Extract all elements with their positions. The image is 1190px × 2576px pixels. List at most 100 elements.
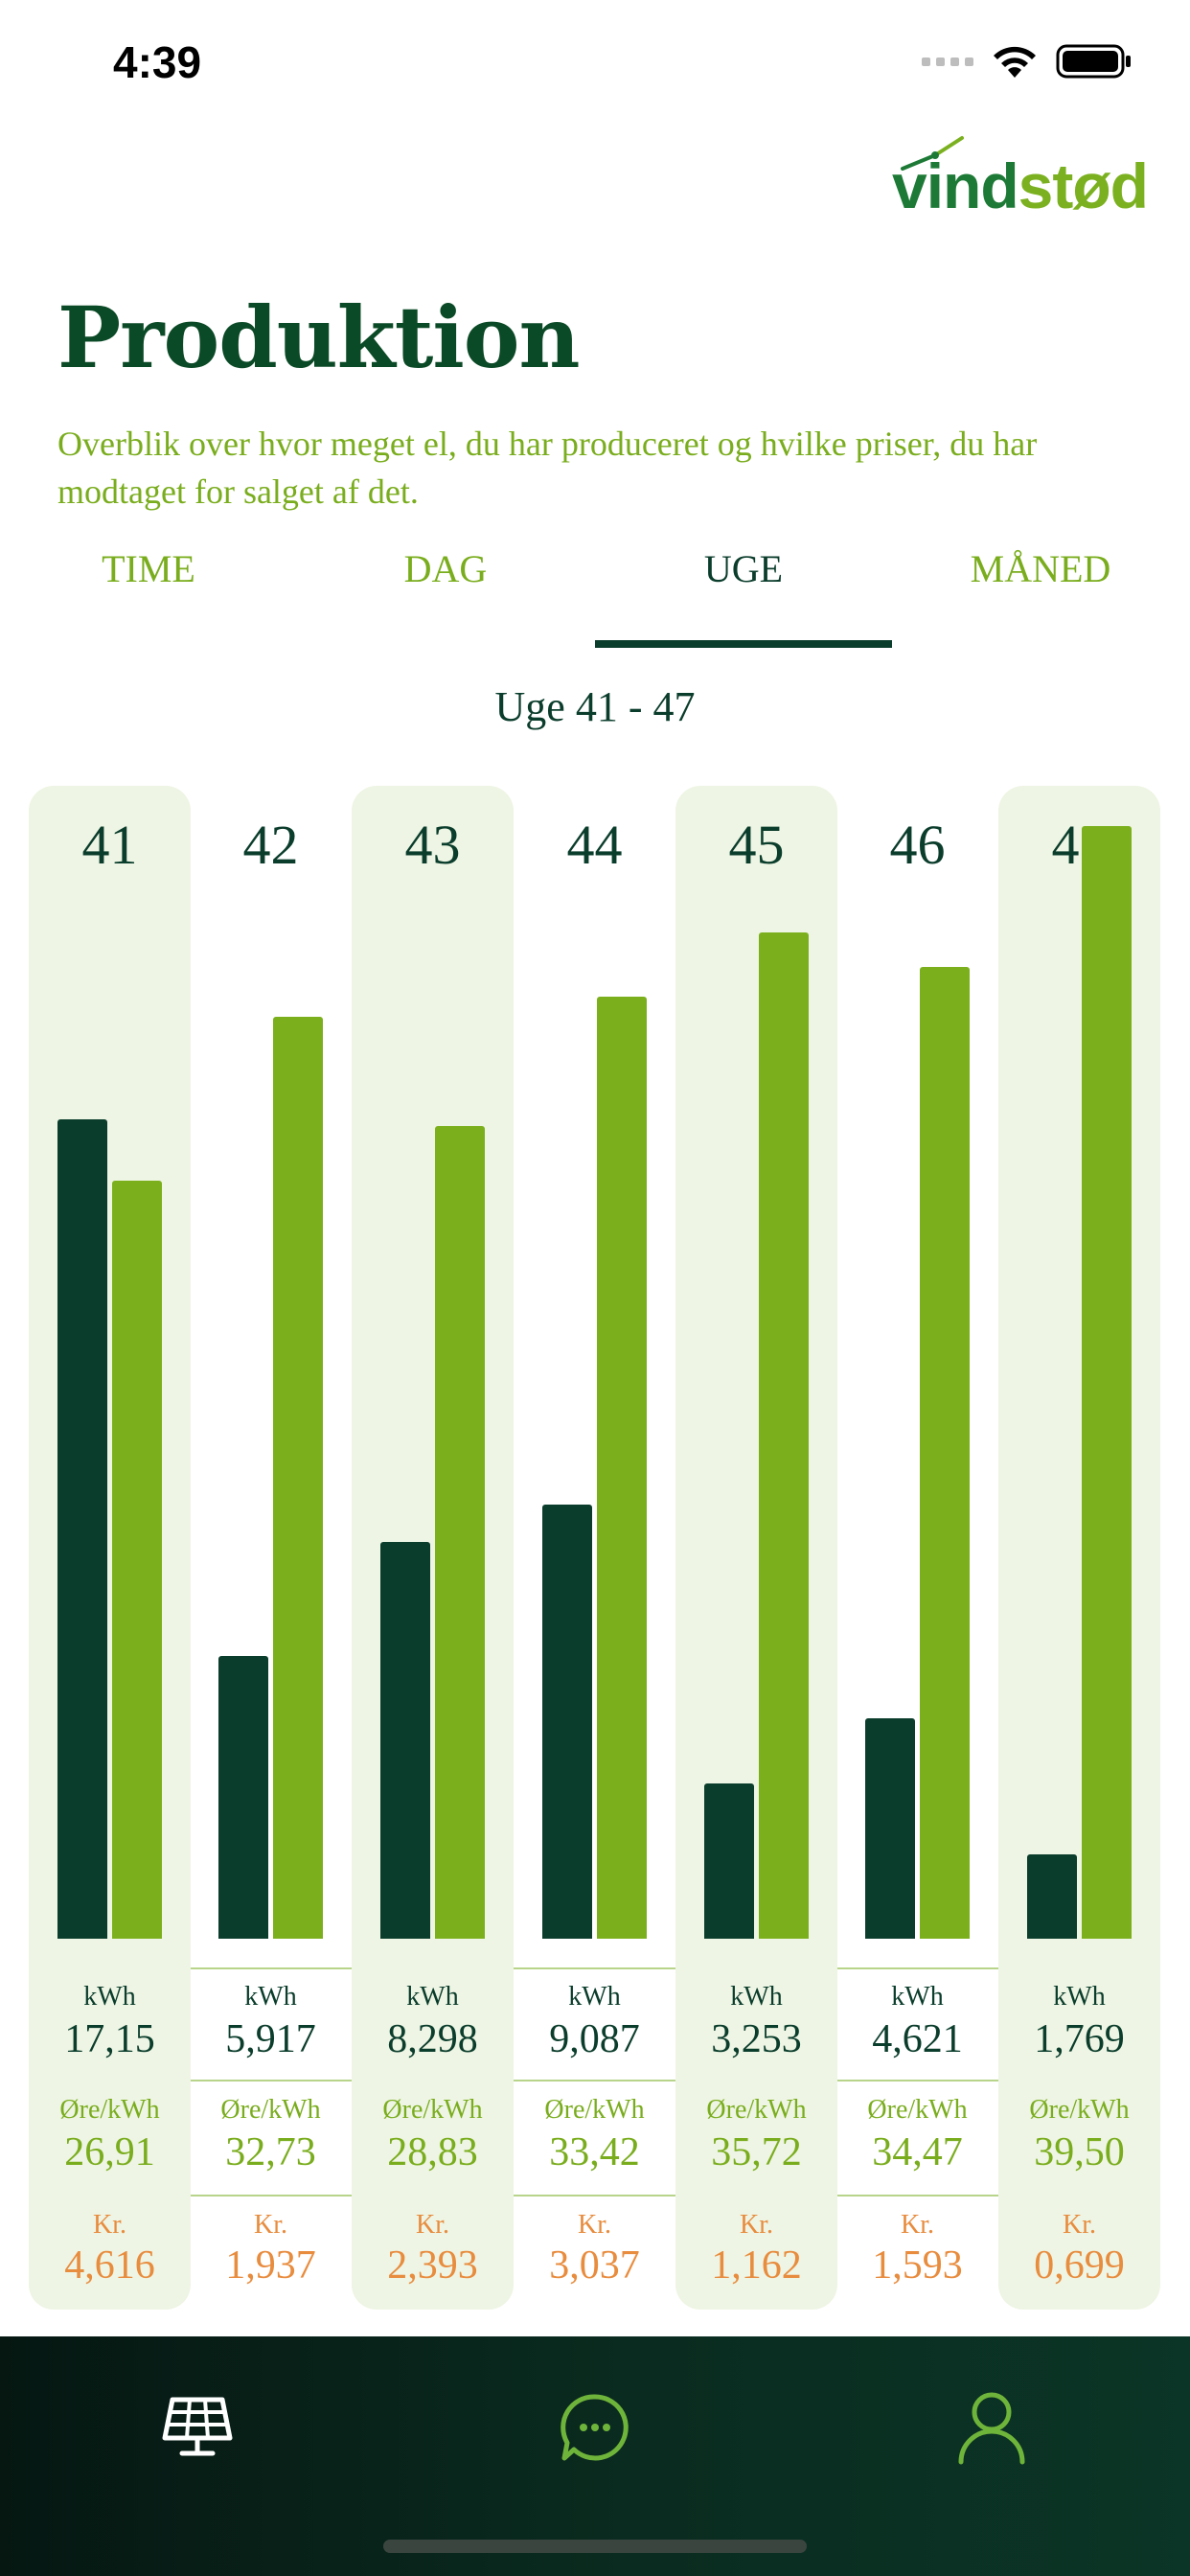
kwh-unit-label: kWh <box>83 1982 136 2012</box>
production-chart: 41 kWh 17,15 Øre/kWh 26,91 Kr. 4,616 42 kWh 5,917… <box>0 786 1190 2310</box>
kwh-unit-label: kWh <box>730 1982 783 2012</box>
page-title: Produktion <box>57 288 580 387</box>
week-column[interactable]: 43 kWh 8,298 Øre/kWh 28,83 Kr. 2,393 <box>352 786 514 2310</box>
battery-icon <box>1056 44 1131 79</box>
ore-value: 34,47 <box>872 2130 963 2174</box>
kr-value: 1,937 <box>225 2243 316 2288</box>
kr-value: 1,162 <box>711 2243 802 2288</box>
solar-panel-icon <box>162 2397 233 2456</box>
week-label: 43 <box>404 814 461 876</box>
nav-profile[interactable] <box>934 2375 1049 2480</box>
ore-value: 33,42 <box>549 2130 640 2174</box>
active-tab-indicator <box>595 640 892 648</box>
cellular-signal-icon <box>922 57 973 66</box>
tab-dag[interactable]: DAG <box>403 547 488 590</box>
logo-text-vind: vind <box>891 150 1019 221</box>
week-label: 44 <box>566 814 623 876</box>
kwh-value: 4,621 <box>872 2017 963 2061</box>
bar-kwh <box>704 1782 754 1939</box>
bar-kwh <box>218 1655 268 1939</box>
chat-bubble-icon <box>561 2394 629 2461</box>
bar-ore-per-kwh <box>1082 825 1132 1939</box>
week-column[interactable]: 45 kWh 3,253 Øre/kWh 35,72 Kr. 1,162 <box>675 786 837 2310</box>
tab-uge[interactable]: UGE <box>703 547 784 590</box>
bar-ore-per-kwh <box>273 1016 323 1939</box>
kr-unit-label: Kr. <box>901 2210 934 2240</box>
ore-unit-label: Øre/kWh <box>1029 2095 1130 2125</box>
week-label: 45 <box>728 814 785 876</box>
kr-unit-label: Kr. <box>740 2210 773 2240</box>
kr-value: 3,037 <box>549 2243 640 2288</box>
ore-value: 32,73 <box>225 2130 316 2174</box>
week-label: 46 <box>889 814 946 876</box>
kwh-value: 8,298 <box>387 2017 478 2061</box>
bar-ore-per-kwh <box>597 997 647 1939</box>
kwh-unit-label: kWh <box>406 1982 459 2012</box>
nav-production[interactable] <box>140 2375 255 2480</box>
tab-time[interactable]: TIME <box>102 547 195 590</box>
kr-unit-label: Kr. <box>254 2210 287 2240</box>
week-column[interactable]: 42 kWh 5,917 Øre/kWh 32,73 Kr. 1,937 <box>190 786 352 2310</box>
kwh-unit-label: kWh <box>1053 1982 1106 2012</box>
ore-unit-label: Øre/kWh <box>867 2095 968 2125</box>
kr-unit-label: Kr. <box>416 2210 449 2240</box>
status-time: 4:39 <box>113 37 202 87</box>
home-indicator <box>383 2540 807 2553</box>
week-label: 47 <box>1051 814 1108 876</box>
kwh-value: 3,253 <box>711 2017 802 2061</box>
kwh-value: 17,15 <box>64 2017 155 2061</box>
page-subtitle: Overblik over hvor meget el, du har prod… <box>57 425 1038 511</box>
kwh-value: 9,087 <box>549 2017 640 2061</box>
kr-value: 0,699 <box>1034 2243 1125 2288</box>
kwh-unit-label: kWh <box>568 1982 621 2012</box>
wifi-icon <box>994 46 1036 78</box>
ore-unit-label: Øre/kWh <box>220 2095 321 2125</box>
kr-unit-label: Kr. <box>1063 2210 1096 2240</box>
vindstod-logo: vindstød <box>892 134 1149 230</box>
tab-maaned[interactable]: MÅNED <box>970 547 1111 590</box>
bar-kwh <box>57 1118 107 1939</box>
nav-messages[interactable] <box>538 2375 652 2480</box>
kr-value: 1,593 <box>872 2243 963 2288</box>
kwh-value: 1,769 <box>1034 2017 1125 2061</box>
bar-ore-per-kwh <box>920 967 970 1939</box>
ore-unit-label: Øre/kWh <box>59 2095 160 2125</box>
kwh-value: 5,917 <box>225 2017 316 2061</box>
period-tabs: TIME DAG UGE MÅNED <box>0 546 1190 652</box>
kwh-unit-label: kWh <box>244 1982 297 2012</box>
bar-kwh <box>865 1717 915 1939</box>
kr-value: 4,616 <box>64 2243 155 2288</box>
ore-unit-label: Øre/kWh <box>382 2095 483 2125</box>
kwh-unit-label: kWh <box>891 1982 944 2012</box>
week-column[interactable]: 47 kWh 1,769 Øre/kWh 39,50 Kr. 0,699 <box>998 786 1160 2310</box>
ore-value: 39,50 <box>1034 2130 1125 2174</box>
ore-value: 28,83 <box>387 2130 478 2174</box>
wind-turbine-icon <box>901 136 964 171</box>
period-label: Uge 41 - 47 <box>494 683 696 730</box>
week-column[interactable]: 41 kWh 17,15 Øre/kWh 26,91 Kr. 4,616 <box>29 786 191 2310</box>
bottom-navigation <box>0 2336 1190 2576</box>
kr-unit-label: Kr. <box>93 2210 126 2240</box>
week-column[interactable]: 44 kWh 9,087 Øre/kWh 33,42 Kr. 3,037 <box>514 786 675 2310</box>
kr-value: 2,393 <box>387 2243 478 2288</box>
ore-unit-label: Øre/kWh <box>706 2095 807 2125</box>
bar-kwh <box>1027 1853 1077 1939</box>
week-column[interactable]: 46 kWh 4,621 Øre/kWh 34,47 Kr. 1,593 <box>836 786 998 2310</box>
kr-unit-label: Kr. <box>578 2210 611 2240</box>
divider-kr <box>57 2195 1133 2196</box>
logo-text-stod: stød <box>1018 150 1149 221</box>
bar-kwh <box>380 1542 430 1939</box>
week-label: 42 <box>242 814 299 876</box>
bar-ore-per-kwh <box>759 932 809 1939</box>
divider-kwh <box>57 1967 1133 1969</box>
ore-value: 26,91 <box>64 2130 155 2174</box>
divider-ore <box>57 2080 1133 2082</box>
week-label: 41 <box>81 814 138 876</box>
bar-kwh <box>542 1504 592 1939</box>
ore-value: 35,72 <box>711 2130 802 2174</box>
user-icon <box>958 2392 1025 2465</box>
bar-ore-per-kwh <box>112 1180 162 1939</box>
status-icons <box>922 42 1133 80</box>
ore-unit-label: Øre/kWh <box>544 2095 645 2125</box>
bar-ore-per-kwh <box>435 1126 485 1939</box>
